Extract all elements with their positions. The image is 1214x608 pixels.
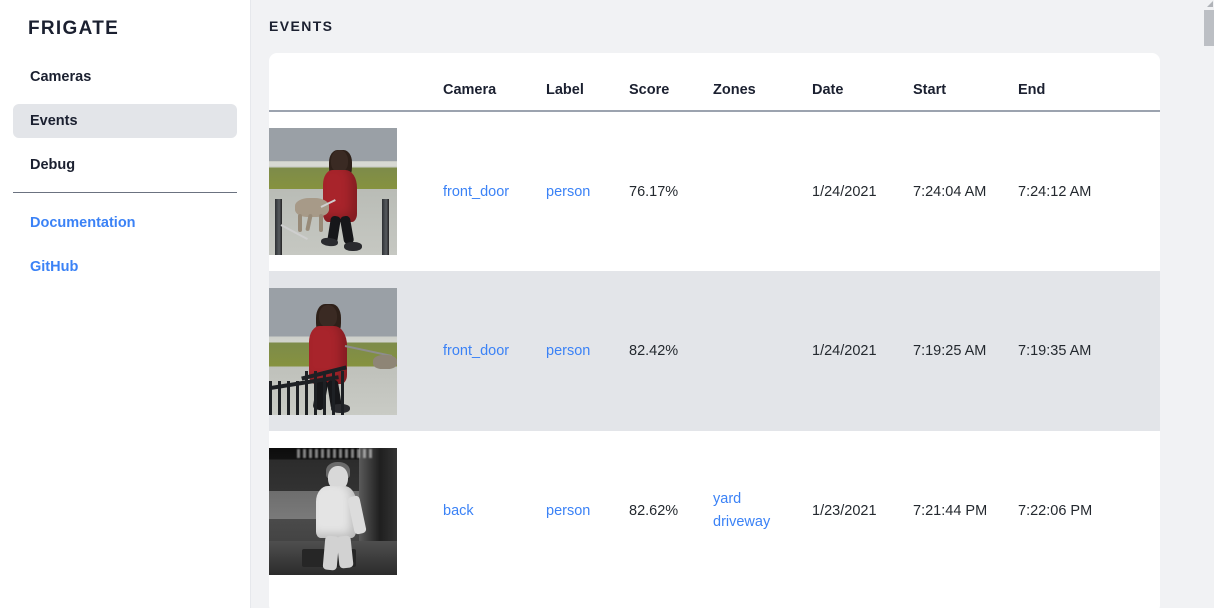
page-title: EVENTS xyxy=(269,18,334,34)
column-header-score: Score xyxy=(629,82,670,98)
event-label-link[interactable]: person xyxy=(546,343,591,359)
column-header-zones: Zones xyxy=(713,82,756,98)
table-row[interactable]: front_door person 82.42% 1/24/2021 7:19:… xyxy=(269,271,1160,431)
column-header-camera: Camera xyxy=(443,82,497,98)
sidebar-nav: Cameras Events Debug xyxy=(0,60,250,182)
column-header-thumbnail xyxy=(269,53,443,111)
vertical-scrollbar[interactable] xyxy=(1204,0,1214,608)
event-zone-link[interactable]: driveway xyxy=(713,514,771,530)
scrollbar-thumb[interactable] xyxy=(1204,10,1214,46)
timestamp-overlay xyxy=(297,448,374,458)
railing-secondary xyxy=(301,364,347,415)
event-thumbnail-cell[interactable] xyxy=(269,431,443,591)
events-table-head: Camera Label Score Zones Date Start End xyxy=(269,53,1160,111)
event-label-link[interactable]: person xyxy=(546,503,591,519)
events-card: Camera Label Score Zones Date Start End xyxy=(269,53,1160,608)
sidebar-item-events[interactable]: Events xyxy=(13,104,237,138)
column-header-start: Start xyxy=(913,82,947,98)
event-zones-cell xyxy=(713,271,812,431)
event-zones-cell xyxy=(713,111,812,271)
event-label-link[interactable]: person xyxy=(546,183,591,200)
post-left xyxy=(275,199,283,255)
event-label-cell: person xyxy=(546,271,629,431)
dog-figure xyxy=(373,354,397,369)
column-header-label: Label xyxy=(546,82,584,98)
post-right xyxy=(382,199,390,255)
event-start-cell: 7:19:25 AM xyxy=(913,343,987,359)
column-header-end: End xyxy=(1018,82,1046,98)
sidebar-item-debug[interactable]: Debug xyxy=(30,157,76,173)
table-row[interactable]: back person 82.62% yard driveway 1/23/20… xyxy=(269,431,1160,591)
event-date-cell: 1/24/2021 xyxy=(812,343,877,359)
event-score-cell: 76.17% xyxy=(629,183,679,200)
event-end-cell: 7:24:12 AM xyxy=(1018,183,1092,200)
event-score-cell: 82.62% xyxy=(629,503,679,519)
event-camera-link[interactable]: front_door xyxy=(443,183,510,200)
event-end-cell: 7:22:06 PM xyxy=(1018,503,1093,519)
event-date-cell: 1/23/2021 xyxy=(812,503,877,519)
sidebar-link-documentation[interactable]: Documentation xyxy=(30,215,136,231)
event-score-cell: 82.42% xyxy=(629,343,679,359)
event-label-cell: person xyxy=(546,111,629,271)
sidebar-divider xyxy=(13,192,237,193)
table-row[interactable]: front_door person 76.17% 1/24/2021 7:24:… xyxy=(269,111,1160,271)
event-end-cell: 7:19:35 AM xyxy=(1018,343,1092,359)
main-content: EVENTS Camera Label Score Zones Date xyxy=(251,0,1214,608)
event-camera-link[interactable]: back xyxy=(443,503,474,519)
dog-figure xyxy=(295,198,329,217)
event-thumbnail-image[interactable] xyxy=(269,128,397,255)
event-camera-cell: front_door xyxy=(443,271,546,431)
sidebar-links: Documentation GitHub xyxy=(0,207,250,283)
event-date-cell: 1/24/2021 xyxy=(812,183,877,200)
event-camera-link[interactable]: front_door xyxy=(443,343,510,359)
events-table: Camera Label Score Zones Date Start End xyxy=(269,53,1160,591)
event-start-cell: 7:21:44 PM xyxy=(913,503,988,519)
event-camera-cell: back xyxy=(443,431,546,591)
scroll-up-arrow-icon[interactable] xyxy=(1207,1,1213,7)
event-thumbnail-image[interactable] xyxy=(269,447,397,575)
event-zones-cell: yard driveway xyxy=(713,431,812,591)
event-camera-cell: front_door xyxy=(443,111,546,271)
event-zone-link[interactable]: yard xyxy=(713,491,742,507)
event-label-cell: person xyxy=(546,431,629,591)
event-start-cell: 7:24:04 AM xyxy=(913,183,987,200)
event-thumbnail-cell[interactable] xyxy=(269,111,443,271)
event-thumbnail-cell[interactable] xyxy=(269,271,443,431)
event-thumbnail-image[interactable] xyxy=(269,287,397,415)
app-brand-title: FRIGATE xyxy=(28,18,120,39)
sidebar-item-cameras[interactable]: Cameras xyxy=(30,69,92,85)
table-header-row: Camera Label Score Zones Date Start End xyxy=(269,53,1160,111)
sidebar-link-github[interactable]: GitHub xyxy=(30,259,79,275)
column-header-date: Date xyxy=(812,82,844,98)
sidebar: FRIGATE Cameras Events Debug Documentati… xyxy=(0,0,251,608)
events-table-body: front_door person 76.17% 1/24/2021 7:24:… xyxy=(269,111,1160,591)
